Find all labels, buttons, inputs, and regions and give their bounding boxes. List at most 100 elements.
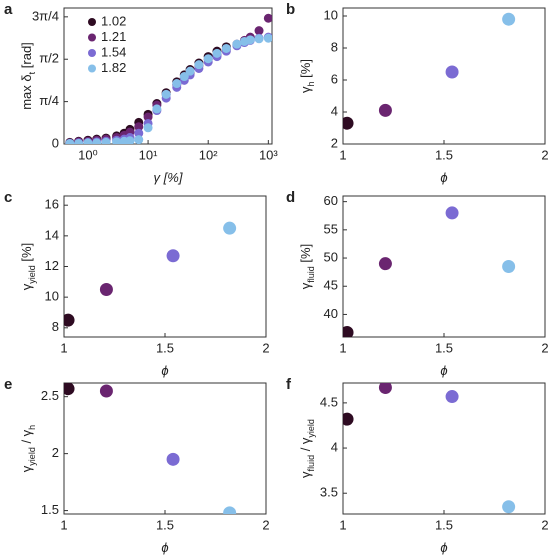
data-point <box>194 60 204 70</box>
data-point <box>166 452 180 466</box>
y-axis-label: γfluid / γyield <box>298 419 316 478</box>
x-axis-label-part: ϕ <box>161 540 168 555</box>
legend-marker <box>88 64 96 73</box>
x-axis-label-part: ϕ <box>161 363 168 378</box>
data-point <box>245 35 255 45</box>
y-axis-label-sub: h <box>27 425 37 430</box>
points <box>65 13 272 144</box>
points <box>343 12 516 130</box>
y-tick-label: 3π/4 <box>32 8 59 23</box>
data-point <box>101 137 111 144</box>
data-point <box>134 135 144 144</box>
data-point <box>64 313 75 327</box>
x-tick-label: 10³ <box>259 147 278 162</box>
axes-box <box>63 7 273 145</box>
data-point <box>343 116 354 130</box>
y-axis-label: γyield / γh <box>19 425 37 472</box>
data-point <box>223 221 237 235</box>
data-point <box>134 128 144 138</box>
y-tick-label: 60 <box>324 193 338 208</box>
y-tick-label: 0 <box>52 135 59 150</box>
y-tick-label: 4 <box>331 439 338 454</box>
x-tick-label: 1.5 <box>156 340 174 355</box>
x-tick-label: 1.5 <box>435 340 453 355</box>
points <box>64 383 237 514</box>
data-point <box>185 66 195 76</box>
axes-box <box>63 382 267 515</box>
x-axis-label: γ [%] <box>154 170 183 185</box>
legend-marker <box>88 33 96 42</box>
axes-box <box>342 7 546 145</box>
panel-label: c <box>4 189 12 206</box>
data-point <box>378 383 392 395</box>
y-axis-label-sub: yield <box>306 419 316 438</box>
y-axis-label-part: [%] <box>298 59 313 81</box>
x-axis-label: ϕ <box>440 363 447 378</box>
data-point <box>502 500 516 514</box>
panel-label: e <box>4 376 12 393</box>
x-axis-label-part: ϕ <box>440 170 447 185</box>
y-axis-label-part: max δ <box>19 74 34 109</box>
data-point <box>445 390 459 404</box>
data-point <box>502 12 516 26</box>
x-axis-label-part: ϕ <box>440 540 447 555</box>
axes-box <box>342 382 546 515</box>
y-tick-label: 2.5 <box>41 388 59 403</box>
x-tick-label: 1.5 <box>435 517 453 532</box>
y-tick-label: π/2 <box>39 51 59 66</box>
y-axis-label-part: γ <box>298 282 313 289</box>
x-tick-label: 1.5 <box>156 517 174 532</box>
data-point <box>232 39 242 49</box>
data-point <box>223 506 237 514</box>
y-tick-label: 12 <box>45 258 59 273</box>
panel: 0 π/4 π/2 3π/4 10⁰ 10¹ 10² 10³ a γ [%] max δt [rad… <box>4 1 278 185</box>
x-tick-label: 2 <box>541 517 548 532</box>
y-tick-label: 1.5 <box>41 502 59 517</box>
y-tick-label: 40 <box>324 306 338 321</box>
points <box>343 383 516 514</box>
y-tick-label: 4.5 <box>320 394 338 409</box>
y-axis-label-sub: yield <box>27 265 37 284</box>
x-tick-label: 1 <box>339 340 346 355</box>
y-axis-label-part: [rad] <box>19 42 34 72</box>
y-tick-label: 2 <box>331 135 338 150</box>
x-tick-label: 2 <box>541 340 548 355</box>
y-tick-label: 10 <box>45 289 59 304</box>
y-tick-label: 8 <box>52 319 59 334</box>
data-point <box>83 138 93 144</box>
data-point <box>254 26 264 36</box>
data-point <box>179 72 189 82</box>
y-tick-label: 45 <box>324 278 338 293</box>
legend-label: 1.54 <box>101 44 126 59</box>
panel: 2 4 6 8 10 1 1.5 2 b ϕ γh [%] <box>286 1 549 185</box>
data-point <box>112 137 122 144</box>
x-axis-label: ϕ <box>440 540 447 555</box>
y-axis-label-part: γ <box>19 465 34 472</box>
data-point <box>378 103 392 117</box>
x-axis-label: ϕ <box>161 540 168 555</box>
data-point <box>445 206 459 220</box>
y-axis-label: max δt [rad] <box>19 42 37 110</box>
x-tick-label: 1 <box>60 340 67 355</box>
data-point <box>263 13 272 23</box>
data-point <box>65 138 75 144</box>
x-tick-label: 10² <box>199 147 218 162</box>
data-point <box>203 54 213 64</box>
data-point <box>64 383 75 396</box>
y-axis-label-sub: fluid <box>306 266 316 283</box>
y-axis-label: γyield [%] <box>19 243 37 290</box>
y-axis-label-sub: t <box>27 71 37 74</box>
x-tick-label: 2 <box>541 147 548 162</box>
y-tick-label: 4 <box>331 103 338 118</box>
y-tick-label: 50 <box>324 249 338 264</box>
data-point <box>152 104 162 114</box>
data-point <box>378 257 392 271</box>
data-point <box>74 138 84 144</box>
y-tick-label: 6 <box>331 71 338 86</box>
y-axis-label: γfluid [%] <box>298 244 316 289</box>
y-tick-label: 55 <box>324 221 338 236</box>
points <box>64 221 237 327</box>
legend-label: 1.82 <box>101 60 126 75</box>
x-tick-label: 10⁰ <box>78 147 98 162</box>
